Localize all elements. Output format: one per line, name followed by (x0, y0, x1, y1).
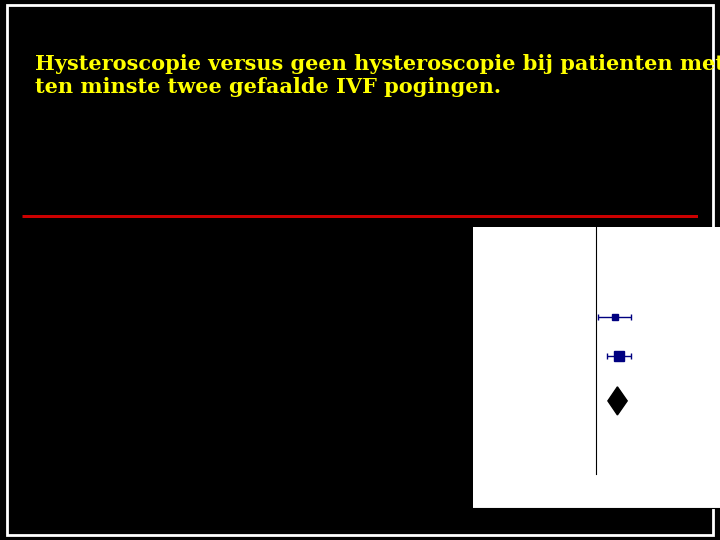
Text: 60.1%: 60.1% (346, 352, 374, 361)
Text: 1.63 [1.27, 2.09]: 1.63 [1.27, 2.09] (382, 352, 457, 361)
Text: 39: 39 (288, 352, 300, 361)
Text: No hysteroscopy: No hysteroscopy (274, 242, 354, 251)
Text: Test for overall effect: Z= 4.50 (F < 0.00001): Test for overall effect: Z= 4.50 (F < 0.… (44, 481, 216, 490)
Polygon shape (608, 387, 627, 415)
Text: Weight: Weight (336, 273, 370, 282)
Text: 108: 108 (217, 352, 235, 361)
Text: 67: 67 (220, 312, 232, 321)
Text: 45: 45 (288, 312, 300, 321)
Text: Risk Ratio: Risk Ratio (585, 242, 633, 251)
Text: 255: 255 (251, 352, 269, 361)
Text: Total events: Total events (44, 427, 99, 436)
Text: Total: Total (309, 273, 333, 282)
Text: 211: 211 (319, 312, 336, 321)
Text: 1.57 [1.29, 1.92]: 1.57 [1.29, 1.92] (382, 396, 467, 406)
Text: Hysteroscopy: Hysteroscopy (201, 242, 265, 251)
Text: 114: 114 (285, 427, 302, 436)
Text: Heterogeneity: Chi² = 0.16 df=1 (F= 0.69); I²= 0%: Heterogeneity: Chi² = 0.16 df=1 (F= 0.69… (44, 455, 237, 464)
Text: Events: Events (271, 273, 303, 282)
Text: M-H, Fixed, 95% CI: M-H, Fixed, 95% CI (365, 273, 446, 282)
Text: Favours hysteroscopy: Favours hysteroscopy (628, 524, 703, 530)
Text: Total (95% CI): Total (95% CI) (44, 396, 114, 406)
Text: 100.0%: 100.0% (341, 396, 379, 406)
Text: 175: 175 (217, 427, 235, 436)
Text: 265: 265 (319, 352, 336, 361)
Text: Events: Events (203, 273, 235, 282)
Text: 210: 210 (251, 312, 269, 321)
Text: Favours IVF immediately: Favours IVF immediately (499, 524, 585, 530)
Text: 476: 476 (318, 396, 337, 406)
Text: Hysteroscopie versus geen hysteroscopie bij patienten met
ten minste twee gefaal: Hysteroscopie versus geen hysteroscopie … (35, 54, 720, 97)
Text: 465: 465 (251, 396, 269, 406)
Text: M-H, Fixed, 95% CI: M-H, Fixed, 95% CI (568, 273, 649, 282)
Text: 1.50 [1.05, 2.07]: 1.50 [1.05, 2.07] (382, 312, 457, 321)
Text: Demirol and Gurgan 2004: Demirol and Gurgan 2004 (44, 312, 161, 321)
Text: Risk Ratio: Risk Ratio (382, 242, 429, 251)
Text: 39.9%: 39.9% (346, 312, 374, 321)
Text: Study or Subgroup: Study or Subgroup (44, 273, 133, 282)
Text: Rama Raju 2006: Rama Raju 2006 (44, 352, 118, 361)
Text: Total: Total (241, 273, 265, 282)
